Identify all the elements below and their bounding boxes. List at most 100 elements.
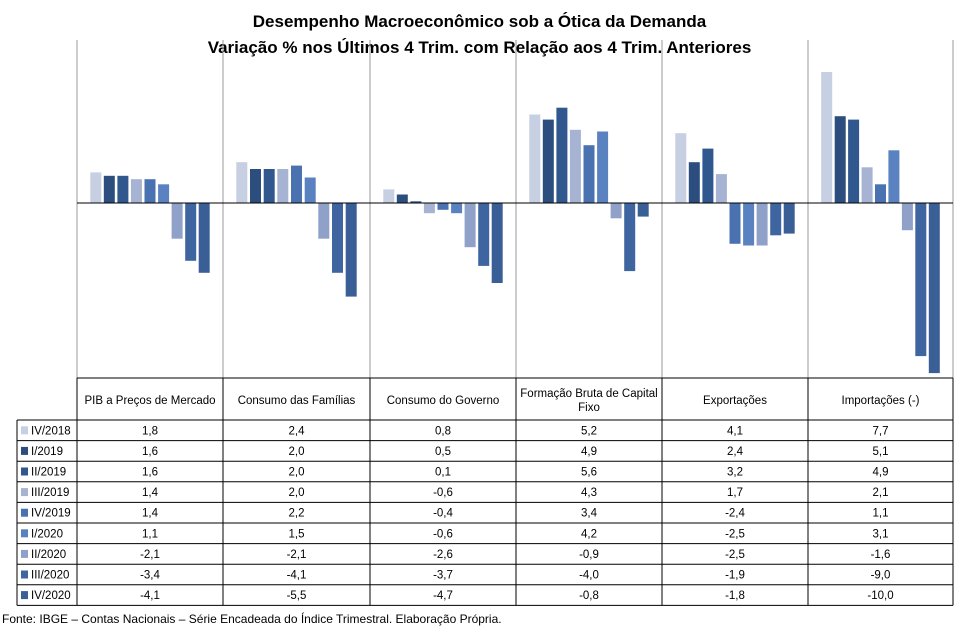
data-label: 2,4 xyxy=(289,425,306,437)
data-label: 3,4 xyxy=(581,508,598,520)
data-label: -3,7 xyxy=(433,570,453,582)
bar xyxy=(171,203,183,239)
bar xyxy=(569,129,581,203)
bar xyxy=(583,145,595,203)
data-label: 3,1 xyxy=(873,528,889,540)
data-label: -2,1 xyxy=(287,549,307,561)
legend-swatch xyxy=(21,467,28,476)
bar xyxy=(542,119,554,203)
bar xyxy=(702,148,714,203)
bar xyxy=(848,119,860,203)
bar xyxy=(263,169,275,203)
data-label: -2,4 xyxy=(725,508,745,520)
legend-swatch xyxy=(21,446,28,455)
bar xyxy=(318,203,330,239)
data-label: 1,6 xyxy=(142,467,158,479)
data-label: 4,1 xyxy=(727,425,743,437)
bar xyxy=(770,203,782,236)
bar xyxy=(556,107,568,203)
bar xyxy=(478,203,490,266)
bar xyxy=(624,203,636,272)
bar xyxy=(861,167,873,203)
bar xyxy=(783,203,795,234)
data-label: -4,1 xyxy=(287,570,307,582)
bar xyxy=(637,203,649,217)
data-label: 1,7 xyxy=(727,487,743,499)
legend-swatch xyxy=(21,508,28,517)
data-label: 4,9 xyxy=(581,446,597,458)
bar xyxy=(597,131,609,203)
bar xyxy=(901,203,913,231)
data-label: 3,2 xyxy=(727,467,743,479)
data-label: 5,2 xyxy=(581,425,597,437)
legend-swatch xyxy=(21,591,28,600)
bar xyxy=(236,162,248,203)
legend-swatch xyxy=(21,488,28,497)
data-label: 2,1 xyxy=(873,487,889,499)
legend-swatch xyxy=(21,549,28,558)
bar xyxy=(928,203,940,374)
bar xyxy=(158,184,170,203)
bar xyxy=(410,201,422,203)
legend-label: I/2019 xyxy=(31,446,63,458)
bar xyxy=(103,175,115,203)
category-label: Consumo das Famílias xyxy=(238,395,356,407)
bar xyxy=(756,203,768,246)
bar xyxy=(688,162,700,203)
data-label: -9,0 xyxy=(871,570,891,582)
bar xyxy=(117,175,129,203)
data-label: 1,5 xyxy=(289,528,305,540)
data-label: 1,4 xyxy=(142,508,159,520)
bar xyxy=(834,116,846,203)
bar xyxy=(345,203,357,297)
bar xyxy=(529,114,541,203)
data-label: 5,1 xyxy=(873,446,889,458)
category-label: Consumo do Governo xyxy=(387,395,500,407)
data-label: -0,8 xyxy=(579,590,599,602)
data-label: 4,9 xyxy=(873,467,889,479)
legend-label: IV/2019 xyxy=(31,508,71,520)
bar xyxy=(383,189,395,203)
data-label: -1,9 xyxy=(725,570,745,582)
bar xyxy=(185,203,197,261)
category-label: Fixo xyxy=(578,402,600,414)
data-label: 0,8 xyxy=(435,425,451,437)
data-label: -0,6 xyxy=(433,487,453,499)
legend-label: IV/2018 xyxy=(31,425,71,437)
category-label: PIB a Preços de Mercado xyxy=(84,395,215,407)
data-label: 1,1 xyxy=(873,508,889,520)
legend-label: I/2020 xyxy=(31,528,63,540)
bar xyxy=(130,179,142,203)
category-label: Exportações xyxy=(703,395,767,407)
bar xyxy=(888,150,900,203)
bar xyxy=(144,179,156,203)
bar xyxy=(915,203,927,357)
data-label: -0,6 xyxy=(433,528,453,540)
data-label: 7,7 xyxy=(873,425,889,437)
data-label: -0,9 xyxy=(579,549,599,561)
legend-label: IV/2020 xyxy=(31,590,71,602)
data-label: -4,0 xyxy=(579,570,599,582)
data-label: 0,5 xyxy=(435,446,451,458)
data-label: -2,5 xyxy=(725,549,745,561)
data-label: 1,6 xyxy=(142,446,158,458)
data-label: 4,2 xyxy=(581,528,597,540)
legend-swatch xyxy=(21,570,28,579)
legend-label: III/2020 xyxy=(31,570,69,582)
bar xyxy=(90,172,102,203)
data-label: 1,8 xyxy=(142,425,158,437)
bar xyxy=(198,203,210,273)
data-label: -5,5 xyxy=(287,590,307,602)
data-label: 2,2 xyxy=(289,508,305,520)
bar xyxy=(250,169,261,203)
data-label: 0,1 xyxy=(435,467,451,479)
bar xyxy=(464,203,476,248)
legend-swatch xyxy=(21,529,28,538)
data-label: 4,3 xyxy=(581,487,597,499)
bar xyxy=(291,165,302,203)
data-label: 1,1 xyxy=(142,528,158,540)
legend-label: II/2020 xyxy=(31,549,66,561)
data-label: -10,0 xyxy=(867,590,893,602)
chart-title-line-1: Desempenho Macroeconômico sob a Ótica da… xyxy=(252,12,707,31)
